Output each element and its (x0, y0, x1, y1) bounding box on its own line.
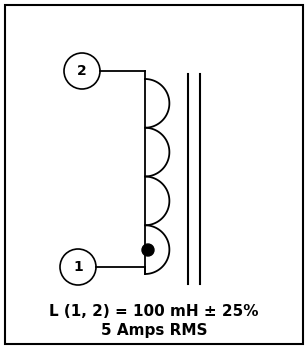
Text: 5 Amps RMS: 5 Amps RMS (101, 324, 207, 339)
Text: 2: 2 (77, 64, 87, 78)
Text: 1: 1 (73, 260, 83, 274)
Circle shape (142, 244, 154, 256)
Text: L (1, 2) = 100 mH ± 25%: L (1, 2) = 100 mH ± 25% (49, 304, 259, 319)
